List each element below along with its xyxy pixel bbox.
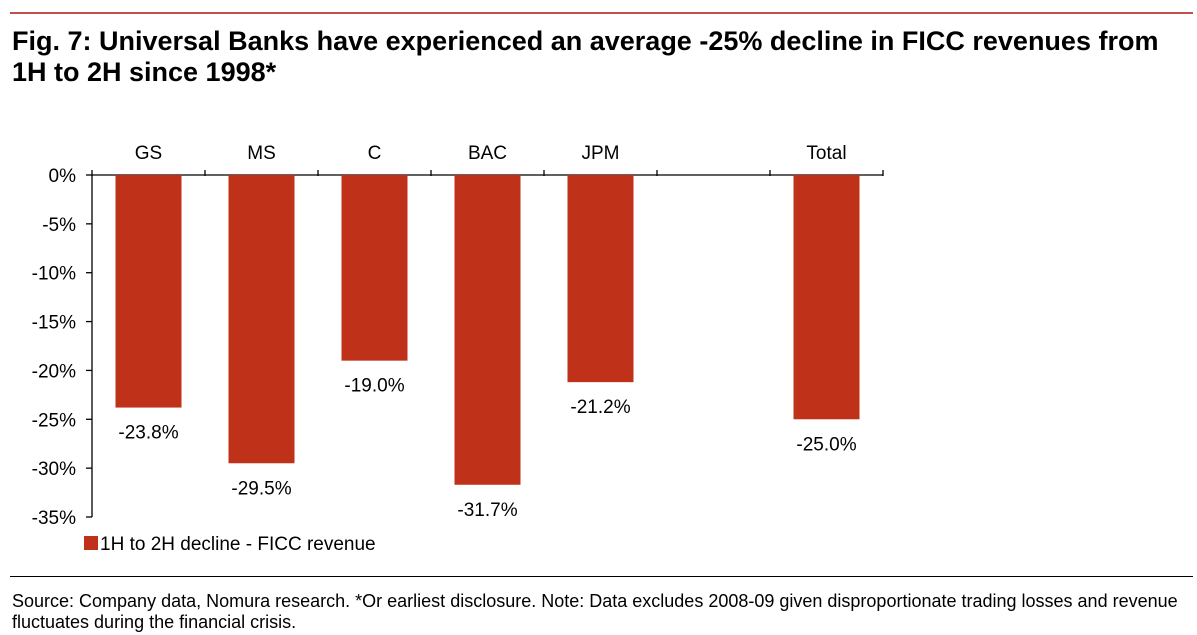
category-label: Total <box>806 143 846 164</box>
category-axis: GS MS C BAC JPM Total <box>91 143 884 176</box>
y-tick-label: -10% <box>32 264 76 285</box>
bar <box>793 175 860 420</box>
bar <box>115 175 182 408</box>
data-label: -21.2% <box>570 397 630 418</box>
legend-swatch <box>84 536 98 550</box>
category-label: GS <box>135 143 162 164</box>
y-tick-label: 0% <box>49 166 77 187</box>
y-tick-label: -20% <box>32 361 76 382</box>
bar <box>567 175 634 383</box>
bars <box>115 175 860 485</box>
data-label: -29.5% <box>231 478 291 499</box>
y-tick-label: -15% <box>32 313 76 334</box>
legend: 1H to 2H decline - FICC revenue <box>84 534 376 555</box>
category-label: C <box>368 143 382 164</box>
y-tick-label: -30% <box>32 459 76 480</box>
data-label: -19.0% <box>344 376 404 397</box>
data-labels: -23.8% -29.5% -19.0% -31.7% -21.2% -25.0% <box>118 376 856 521</box>
y-tick-label: -25% <box>32 410 76 431</box>
footnote-rule <box>10 576 1193 577</box>
source-footnote: Source: Company data, Nomura research. *… <box>12 591 1178 632</box>
legend-label: 1H to 2H decline - FICC revenue <box>100 534 376 555</box>
bar <box>454 175 521 485</box>
top-accent-rule <box>10 12 1193 14</box>
data-label: -25.0% <box>796 434 856 455</box>
y-axis: 0% -5% -10% -15% -20% -25% -30% -35% <box>32 166 93 529</box>
category-label: MS <box>247 143 276 164</box>
category-label: BAC <box>468 143 507 164</box>
data-label: -31.7% <box>457 500 517 521</box>
bar <box>341 175 408 361</box>
data-label: -23.8% <box>118 423 178 444</box>
y-tick-label: -35% <box>32 508 76 529</box>
bar <box>228 175 295 464</box>
chart-title: Fig. 7: Universal Banks have experienced… <box>12 26 1159 87</box>
category-label: JPM <box>582 143 620 164</box>
bar-chart: 0% -5% -10% -15% -20% -25% -30% -35% GS MS C BAC JP… <box>32 143 884 555</box>
y-tick-label: -5% <box>42 215 76 236</box>
